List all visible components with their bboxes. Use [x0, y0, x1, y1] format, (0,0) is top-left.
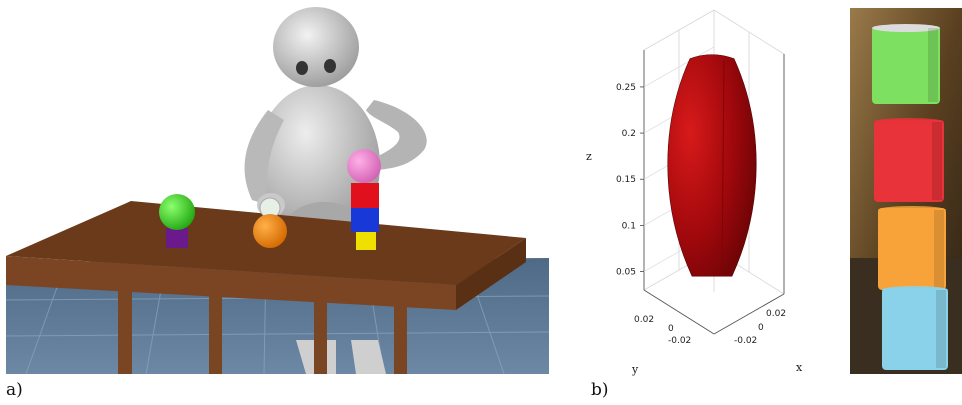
blue-cylinder-rim: [882, 286, 948, 294]
purple-cube: [166, 228, 188, 248]
yellow-cube: [356, 232, 376, 250]
x-tick-label: -0.02: [734, 336, 757, 346]
x-tick-label: 0.02: [766, 309, 786, 319]
z-tick-label: 0.05: [616, 268, 636, 278]
red-cube: [351, 183, 379, 208]
blue-cube: [351, 208, 379, 232]
pink-ball: [347, 149, 381, 183]
robot-simulation-scene: [6, 7, 549, 374]
robot: [244, 7, 427, 374]
table-leg: [314, 302, 327, 374]
robot-eye-right: [324, 59, 336, 73]
z-axis-label: z: [586, 150, 592, 163]
table-side-edge: [456, 238, 526, 310]
red-ellipsoid: [667, 54, 757, 277]
y-tick-label: 0.02: [634, 315, 654, 325]
panel-a-label: a): [6, 380, 23, 400]
green-ball: [159, 194, 195, 230]
z-tick-label: 0.15: [616, 175, 636, 185]
orange-ball: [253, 214, 287, 248]
z-ticks: 0.25 0.2 0.15 0.1 0.05: [616, 83, 644, 278]
x-axis-label: x: [796, 361, 803, 374]
green-cylinder: [872, 26, 940, 104]
robot-right-arm: [366, 100, 427, 170]
y-tick-label: -0.02: [668, 336, 691, 346]
stacked-cylinders-photo: [850, 8, 962, 374]
robot-torso: [256, 85, 380, 245]
orange-cylinder-shade: [934, 210, 944, 288]
table-leg: [118, 290, 132, 374]
table-front-edge: [6, 256, 456, 310]
red-cylinder-shade: [932, 122, 942, 200]
orange-cylinder: [878, 208, 946, 290]
panel-b-label: b): [591, 380, 609, 400]
x-tick-label: 0: [758, 323, 764, 333]
plot-axes: [643, 50, 785, 335]
red-cylinder: [874, 120, 944, 202]
y-axis-label: y: [631, 363, 639, 376]
z-tick-label: 0.1: [622, 221, 636, 231]
ellipsoid-3d-plot: 0.25 0.2 0.15 0.1 0.05 z y x 0.02 0 -0.02 0.…: [586, 9, 803, 376]
ellipsoid-ridge: [721, 60, 725, 277]
robot-eye-left: [296, 61, 308, 75]
z-tick-label: 0.2: [622, 129, 636, 139]
robot-left-arm: [244, 110, 284, 205]
robot-head: [273, 7, 359, 87]
green-cylinder-shade: [928, 28, 938, 102]
orange-cylinder-rim: [878, 206, 946, 214]
red-cylinder-rim: [874, 118, 944, 126]
green-cylinder-rim: [872, 24, 940, 32]
y-tick-label: 0: [668, 324, 674, 334]
blue-cylinder: [882, 288, 948, 370]
blue-cylinder-shade: [936, 290, 946, 368]
table-leg: [209, 296, 222, 374]
z-gridline: [643, 46, 715, 88]
table-leg: [394, 306, 407, 374]
z-tick-label: 0.25: [616, 83, 636, 93]
